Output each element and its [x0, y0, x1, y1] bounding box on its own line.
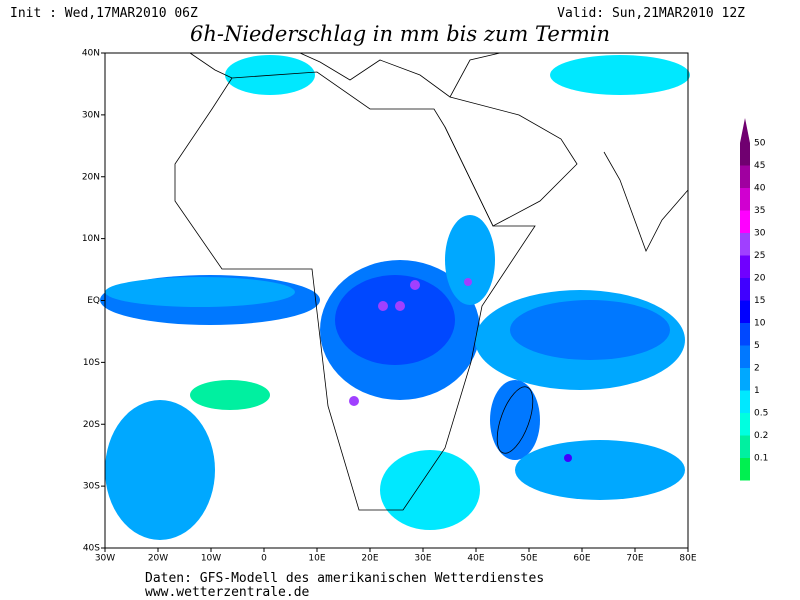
lat-label: 20N	[82, 172, 100, 182]
colorbar-label: 0.5	[754, 409, 768, 419]
lon-label: 30E	[414, 554, 431, 564]
title: 6h-Niederschlag in mm bis zum Termin	[190, 22, 610, 46]
colorbar-label: 2	[754, 364, 760, 374]
lat-label: 20S	[83, 420, 100, 430]
valid-label: Valid: Sun,21MAR2010 12Z	[557, 6, 745, 21]
lon-label: 10E	[308, 554, 325, 564]
lat-label: 10N	[82, 234, 100, 244]
lon-label: 50E	[520, 554, 537, 564]
lon-label: 40E	[467, 554, 484, 564]
map	[100, 52, 690, 549]
precipitation	[100, 55, 690, 540]
colorbar-swatch	[740, 255, 750, 278]
colorbar-label: 5	[754, 341, 760, 351]
lat-label: EQ	[87, 296, 100, 306]
colorbar-swatch	[740, 210, 750, 233]
colorbar-label: 35	[754, 206, 765, 216]
colorbar-swatch	[740, 188, 750, 211]
colorbar-label: 10	[754, 319, 766, 329]
footer-source: Daten: GFS-Modell des amerikanischen Wet…	[145, 571, 544, 586]
colorbar-label: 20	[754, 274, 766, 284]
india-coast	[603, 151, 689, 252]
lat-label: 10S	[83, 358, 100, 368]
colorbar-label: 1	[754, 386, 760, 396]
colorbar-swatch	[740, 233, 750, 256]
lat-label: 40S	[83, 544, 100, 554]
lon-label: 30W	[95, 554, 115, 564]
colorbar-swatch	[740, 143, 750, 166]
colorbar-swatch	[740, 435, 750, 458]
colorbar-label: 15	[754, 296, 765, 306]
colorbar-label: 45	[754, 161, 765, 171]
lon-label: 20E	[361, 554, 378, 564]
lon-label: 0	[261, 554, 267, 564]
colorbar-swatch	[740, 323, 750, 346]
lat-label: 30N	[82, 110, 100, 120]
colorbar-swatch	[740, 390, 750, 413]
colorbar-swatch	[740, 413, 750, 436]
colorbar-swatch	[740, 458, 750, 481]
africa-coast	[174, 71, 536, 511]
madagascar-coast	[496, 386, 534, 454]
colorbar-label: 0.1	[754, 454, 768, 464]
footer-url: www.wetterzentrale.de	[145, 585, 310, 600]
colorbar-swatch	[740, 368, 750, 391]
colorbar-arrow	[740, 118, 750, 143]
colorbar-label: 40	[754, 184, 766, 194]
lon-label: 60E	[573, 554, 590, 564]
colorbar-label: 0.2	[754, 431, 768, 441]
lon-label: 70E	[626, 554, 643, 564]
colorbar-swatch	[740, 278, 750, 301]
colorbar-label: 25	[754, 251, 765, 261]
colorbar-swatch	[740, 300, 750, 323]
europe-coast	[189, 52, 501, 98]
lat-label: 30S	[83, 482, 100, 492]
lon-label: 80E	[679, 554, 696, 564]
lat-label: 40N	[82, 49, 100, 59]
colorbar-swatch	[740, 345, 750, 368]
lon-label: 20W	[148, 554, 168, 564]
lon-label: 10W	[201, 554, 221, 564]
arabia-coast	[444, 96, 578, 227]
colorbar-swatch	[740, 165, 750, 188]
colorbar-label: 30	[754, 229, 766, 239]
colorbar-label: 50	[754, 139, 766, 149]
init-label: Init : Wed,17MAR2010 06Z	[10, 6, 198, 21]
